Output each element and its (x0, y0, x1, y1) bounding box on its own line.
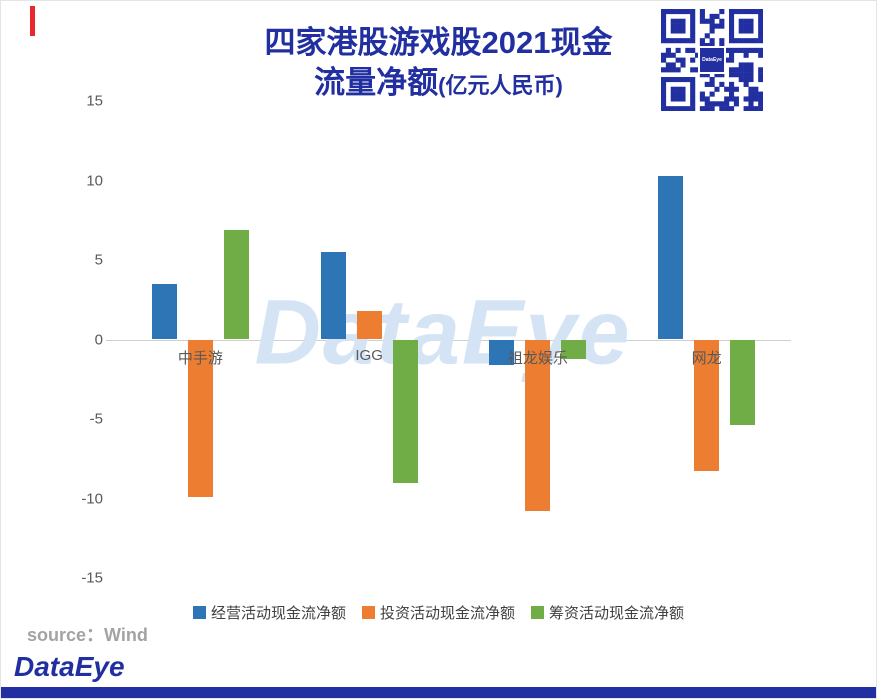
brand-logo: DataEye (14, 651, 125, 682)
footer-bar (1, 687, 876, 698)
chart-title: 四家港股游戏股2021现金 流量净额(亿元人民币) (1, 23, 876, 104)
red-accent-mark (30, 6, 35, 36)
legend: 经营活动现金流净额 投资活动现金流净额 筹资活动现金流净额 (1, 602, 876, 623)
bar-网龙-0 (658, 175, 684, 340)
x-axis-zero-line (106, 339, 791, 341)
y-tick-label: 0 (94, 331, 103, 348)
y-axis: 15 10 5 0 -5 -10 -15 (47, 93, 103, 587)
qr-center-logo: DataEye (698, 46, 726, 74)
y-tick-label: -15 (81, 569, 103, 587)
bar-网龙-1 (694, 339, 720, 472)
chart-title-unit: (亿元人民币) (438, 73, 563, 99)
bar-IGG-0 (320, 252, 346, 340)
bar-中手游-1 (187, 339, 213, 497)
bar-祖龙娱乐-1 (525, 339, 551, 512)
y-tick-label: 10 (86, 172, 103, 189)
source-label: source：Wind (27, 625, 148, 645)
watermark: DataEye (254, 281, 632, 384)
bar-祖龙娱乐-0 (489, 339, 515, 365)
legend-item: 投资活动现金流净额 (361, 602, 515, 623)
chart-title-line1: 四家港股游戏股2021现金 (264, 25, 613, 60)
legend-item: 筹资活动现金流净额 (531, 602, 684, 623)
legend-swatch (531, 606, 544, 619)
legend-item: 经营活动现金流净额 (192, 602, 346, 623)
category-label: IGG (355, 346, 383, 364)
legend-label: 经营活动现金流净额 (210, 605, 346, 622)
y-tick-label: -10 (81, 490, 103, 507)
qr-code-icon: DataEye (661, 9, 763, 111)
category-label: 中手游 (177, 349, 223, 367)
y-tick-label: -5 (89, 410, 103, 428)
bar-中手游-0 (151, 283, 177, 340)
bar-中手游-2 (223, 229, 249, 340)
y-tick-label: 15 (86, 92, 103, 110)
y-tick-label: 5 (94, 251, 103, 269)
legend-swatch (361, 606, 375, 619)
legend-label: 投资活动现金流净额 (379, 605, 515, 622)
legend-swatch (192, 606, 206, 619)
chart-title-line2: 流量净额 (314, 65, 439, 101)
bar-祖龙娱乐-2 (561, 339, 587, 359)
bar-IGG-1 (356, 310, 382, 340)
bar-网龙-2 (730, 339, 756, 426)
category-label: 网龙 (691, 349, 722, 367)
category-label: 祖龙娱乐 (507, 349, 568, 367)
legend-label: 筹资活动现金流净额 (549, 605, 685, 622)
bar-IGG-2 (392, 339, 418, 483)
plot-area: 中手游 IGG 祖龙娱乐 网龙 (106, 101, 791, 578)
